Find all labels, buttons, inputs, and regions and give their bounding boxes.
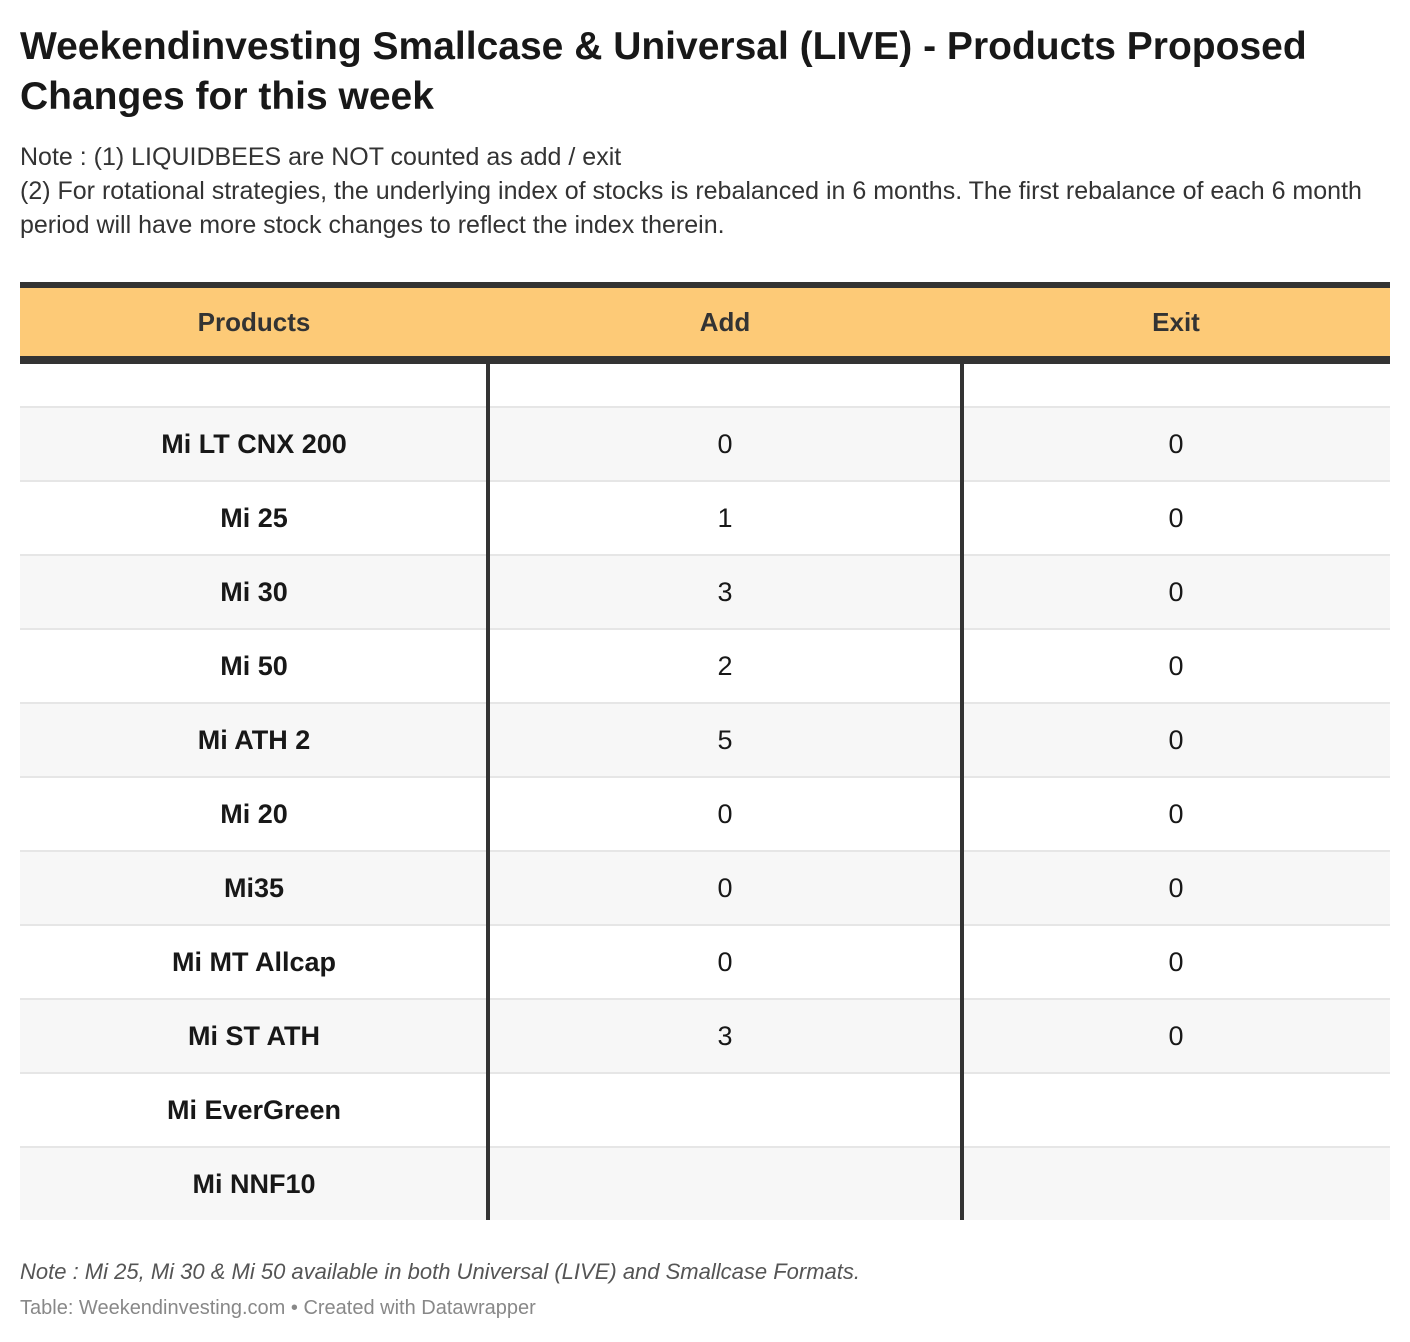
header-products[interactable]: Products xyxy=(197,306,311,337)
table-spacer-row xyxy=(20,364,1390,406)
product-name-cell: Mi NNF10 xyxy=(192,1168,316,1199)
product-name-cell: Mi 50 xyxy=(220,650,288,681)
add-count-cell: 3 xyxy=(717,576,733,607)
add-count-cell: 5 xyxy=(717,724,733,755)
product-name-cell: Mi ATH 2 xyxy=(197,724,311,755)
exit-count-cell: 0 xyxy=(1168,946,1184,977)
product-name-cell: Mi 30 xyxy=(220,576,288,607)
product-name-cell: Mi35 xyxy=(223,872,285,903)
product-name-cell: Mi EverGreen xyxy=(166,1094,342,1125)
exit-count-cell: 0 xyxy=(1168,798,1184,829)
exit-count-cell: 0 xyxy=(1168,650,1184,681)
table-row: Mi EverGreen xyxy=(20,1072,1390,1146)
column-divider xyxy=(960,364,964,1220)
data-table: Products Add Exit Mi LT CNX 200 0 0 Mi 25 1 0… xyxy=(20,282,1390,1220)
product-name-cell: Mi 20 xyxy=(220,798,288,829)
footnote: Note : Mi 25, Mi 30 & Mi 50 available in… xyxy=(20,1259,861,1284)
add-count-cell: 3 xyxy=(717,1020,733,1051)
table-body: Mi LT CNX 200 0 0 Mi 25 1 0 Mi 30 3 0 Mi 50 2 0 Mi A… xyxy=(20,364,1390,1220)
table-row: Mi35 0 0 xyxy=(20,850,1390,924)
product-name-cell: Mi ST ATH xyxy=(188,1020,320,1051)
table-row: Mi 25 1 0 xyxy=(20,480,1390,554)
header-exit[interactable]: Exit xyxy=(1152,306,1200,337)
exit-count-cell: 0 xyxy=(1168,576,1184,607)
add-count-cell: 1 xyxy=(717,502,733,533)
product-name-cell: Mi MT Allcap xyxy=(171,946,336,977)
exit-count-cell: 0 xyxy=(1168,872,1184,903)
add-count-cell: 2 xyxy=(717,650,733,681)
chart-notes: Note : (1) LIQUIDBEES are NOT counted as… xyxy=(20,140,1390,242)
header-add[interactable]: Add xyxy=(699,306,751,337)
exit-count-cell: 0 xyxy=(1168,502,1184,533)
table-row: Mi 50 2 0 xyxy=(20,628,1390,702)
table-row: Mi 30 3 0 xyxy=(20,554,1390,628)
table-row: Mi MT Allcap 0 0 xyxy=(20,924,1390,998)
add-count-cell: 0 xyxy=(717,428,733,459)
product-name-cell: Mi 25 xyxy=(220,502,288,533)
note-line-1: Note : (1) LIQUIDBEES are NOT counted as… xyxy=(20,143,622,171)
product-name-cell: Mi LT CNX 200 xyxy=(161,428,347,459)
source-credit: Table: Weekendinvesting.com • Created wi… xyxy=(20,1297,536,1319)
chart-title: Weekendinvesting Smallcase & Universal (… xyxy=(20,25,1307,118)
table-row: Mi 20 0 0 xyxy=(20,776,1390,850)
exit-count-cell: 0 xyxy=(1168,724,1184,755)
table-row: Mi ATH 2 5 0 xyxy=(20,702,1390,776)
add-count-cell: 0 xyxy=(717,946,733,977)
column-divider xyxy=(486,364,490,1220)
table-row: Mi ST ATH 3 0 xyxy=(20,998,1390,1072)
add-count-cell: 0 xyxy=(717,872,733,903)
exit-count-cell: 0 xyxy=(1168,1020,1184,1051)
note-line-2: (2) For rotational strategies, the under… xyxy=(20,177,1362,239)
exit-count-cell: 0 xyxy=(1168,428,1184,459)
add-count-cell: 0 xyxy=(717,798,733,829)
table-row: Mi LT CNX 200 0 0 xyxy=(20,406,1390,480)
table-row: Mi NNF10 xyxy=(20,1146,1390,1220)
table-header: Products Add Exit xyxy=(20,282,1390,364)
